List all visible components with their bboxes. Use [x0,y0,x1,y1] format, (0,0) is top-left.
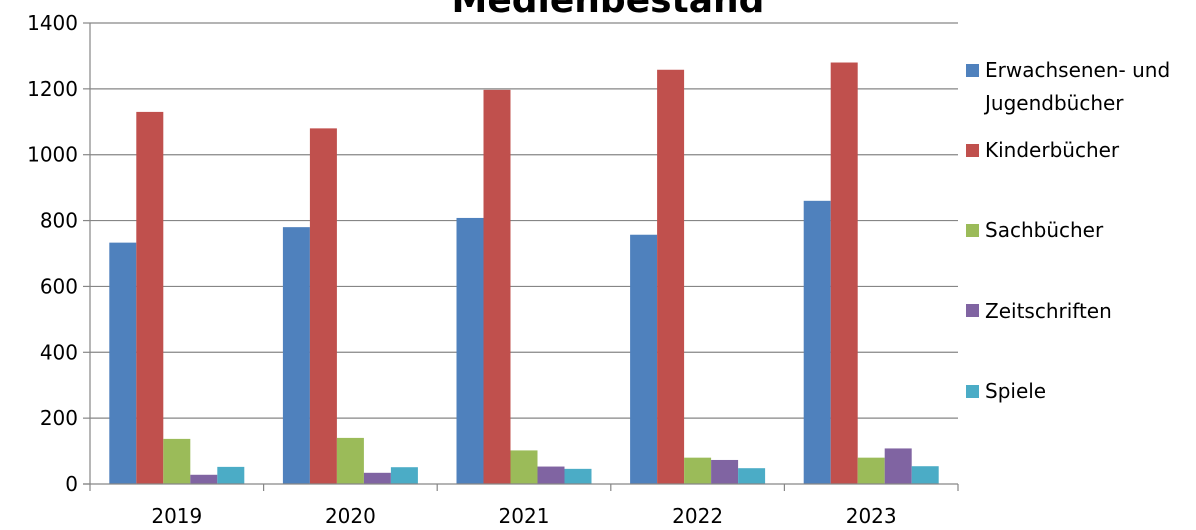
axes [83,23,958,485]
x-tick-label: 2021 [499,504,550,528]
bar-2021-series-4 [564,468,592,484]
bar-2022-series-2 [684,457,712,484]
x-axis-ticks: 2019 2020 2021 2022 2023 [89,484,959,528]
y-tick-label: 400 [40,340,78,364]
bar-2020-series-0 [282,227,310,484]
y-tick-label: 200 [40,406,78,430]
legend-swatch [966,385,979,398]
bar-2022-series-3 [711,459,739,484]
y-tick-label: 800 [40,209,78,233]
x-tick-label: 2020 [325,504,376,528]
bar-2022-series-1 [657,69,685,484]
bar-2021-series-3 [537,466,565,484]
gridlines [90,22,958,419]
bar-2023-series-4 [911,466,939,484]
y-tick-label: 1400 [27,11,78,35]
y-tick-label: 1000 [27,143,78,167]
bar-2020-series-4 [390,467,418,484]
bar-2019-series-0 [109,242,137,484]
bar-2023-series-3 [884,448,912,484]
bar-2022-series-0 [630,234,658,484]
legend-label: Spiele [985,379,1046,403]
x-tick-label: 2022 [672,504,723,528]
bar-2020-series-1 [309,128,337,484]
y-tick-label: 1200 [27,77,78,101]
legend-swatch [966,64,979,77]
chart-title: Medienbestand [452,0,765,21]
bar-2019-series-4 [217,466,245,484]
bar-2023-series-0 [803,200,831,485]
bar-2020-series-3 [363,472,391,484]
bar-2019-series-3 [190,474,218,484]
legend-label: Jugendbücher [983,91,1124,115]
legend: Erwachsenen- und Jugendbücher Kinderbücher… [966,58,1170,403]
x-tick-label: 2019 [151,504,202,528]
bar-2021-series-2 [510,450,538,484]
y-tick-label: 0 [65,472,78,496]
bar-2023-series-2 [857,457,885,484]
bar-2020-series-2 [336,437,364,484]
bar-2022-series-4 [738,468,766,484]
bar-2019-series-1 [136,111,164,485]
legend-label: Erwachsenen- und [985,58,1170,82]
legend-swatch [966,144,979,157]
x-tick-label: 2023 [846,504,897,528]
legend-swatch [966,224,979,237]
bar-2019-series-2 [163,438,191,484]
legend-label: Kinderbücher [985,138,1120,162]
bar-2021-series-0 [456,217,484,485]
legend-label: Zeitschriften [985,299,1112,323]
y-axis-ticks: 0 200 400 600 800 1000 1200 1400 [27,11,90,496]
legend-swatch [966,304,979,317]
y-tick-label: 600 [40,274,78,298]
legend-label: Sachbücher [985,218,1104,242]
bar-2023-series-1 [830,62,858,485]
bars [109,62,939,485]
bar-2021-series-1 [483,89,511,484]
